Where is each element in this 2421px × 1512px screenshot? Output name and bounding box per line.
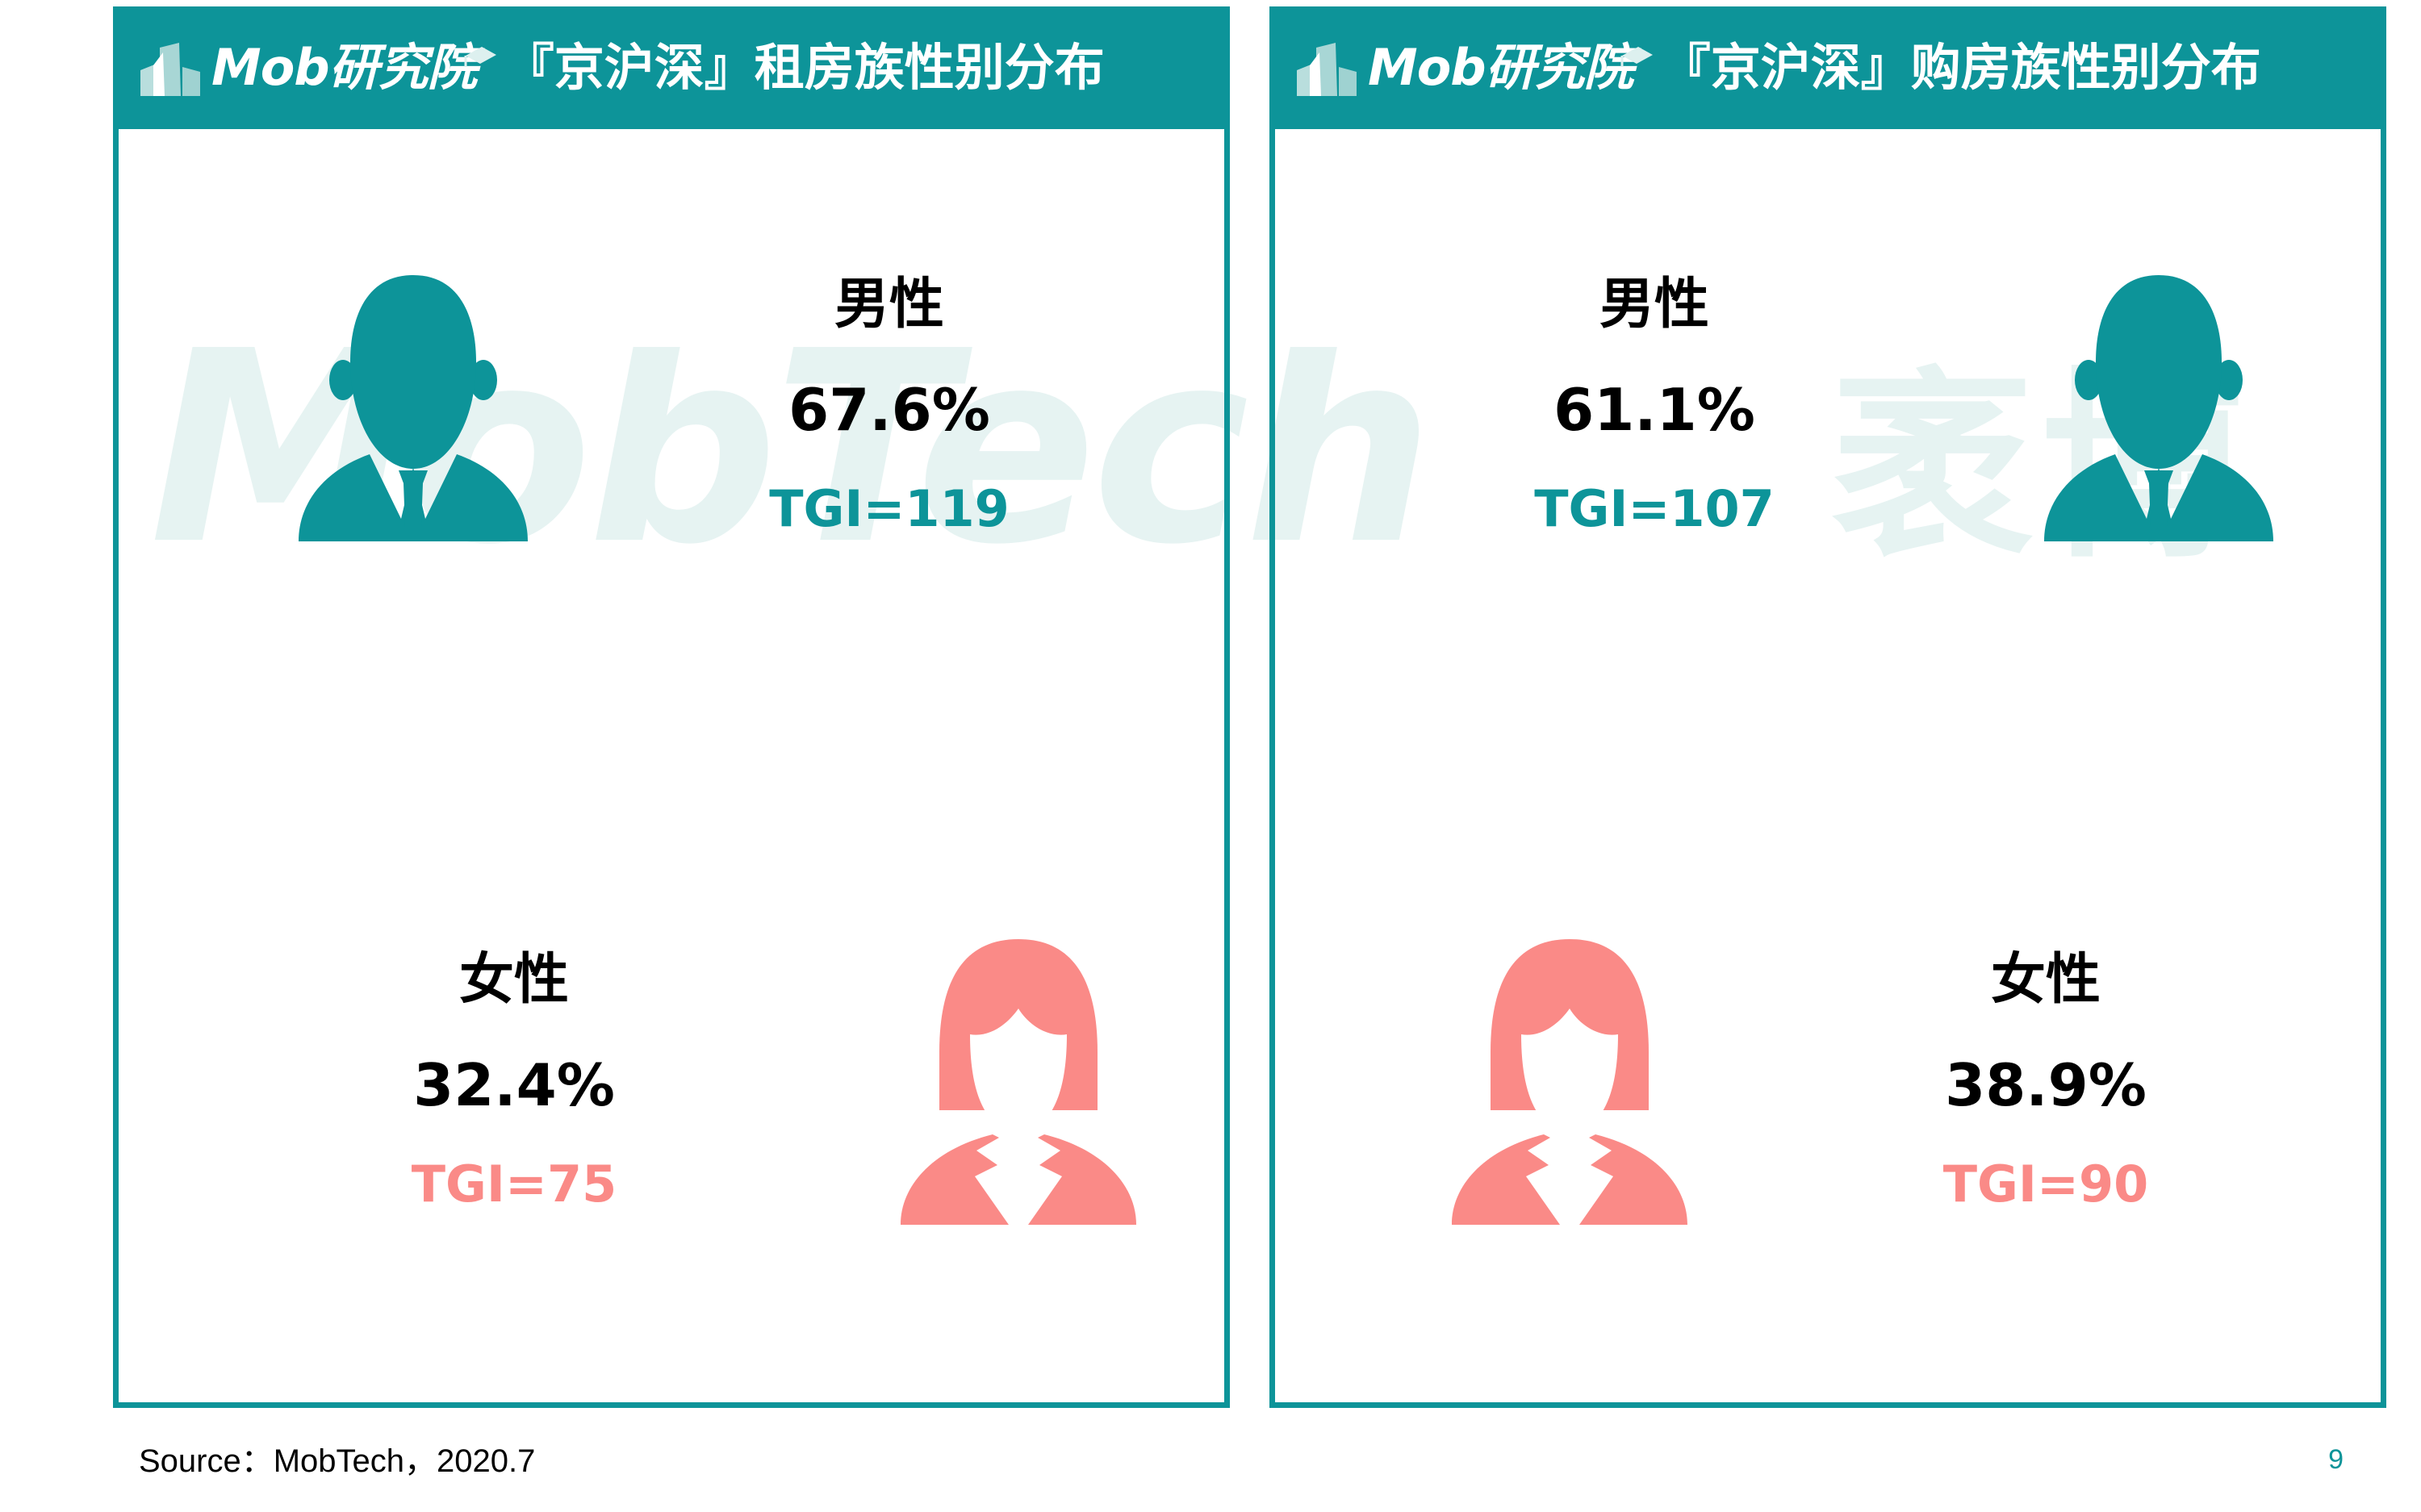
female-avatar-cell-rental: [845, 934, 1192, 1229]
male-stats-purchase: 男性 61.1% TGI=107: [1323, 278, 1985, 534]
panel-purchase: Mob研究院 『京沪深』购房族性别分布 男性 61.1% TGI=107: [1269, 6, 2386, 1408]
panel-title-rental: 『京沪深』租房族性别分布: [504, 38, 1105, 97]
female-avatar-cell-purchase: [1396, 934, 1743, 1229]
panel-header-rental: Mob研究院 『京沪深』租房族性别分布: [113, 6, 1230, 129]
male-percent-value: 67.6%: [788, 376, 990, 444]
female-gender-label: 女性: [458, 948, 569, 1012]
row-male-purchase: 男性 61.1% TGI=107: [1323, 212, 2332, 599]
male-avatar-cell-purchase: [1985, 267, 2332, 545]
male-avatar-icon: [2038, 267, 2280, 545]
row-female-rental: 女性 32.4% TGI=75: [183, 867, 1192, 1295]
brand-name: Mob研究院: [1368, 43, 1653, 93]
panel-title-purchase: 『京沪深』购房族性别分布: [1660, 38, 2261, 97]
female-stats-purchase: 女性 38.9% TGI=90: [1743, 953, 2348, 1209]
male-stats-rental: 男性 67.6% TGI=119: [587, 278, 1192, 534]
panel-header-purchase: Mob研究院 『京沪深』购房族性别分布: [1269, 6, 2386, 129]
male-percent-value: 61.1%: [1553, 376, 1755, 444]
source-note: Source：MobTech，2020.7: [139, 1443, 536, 1479]
brand-name: Mob研究院: [211, 43, 496, 93]
row-male-rental: 男性 67.6% TGI=119: [240, 212, 1192, 599]
male-gender-label: 男性: [834, 273, 944, 336]
female-avatar-icon: [889, 934, 1148, 1229]
brand-name-text: Mob研究院: [1368, 38, 1634, 97]
mob-building-logo-icon: [136, 36, 207, 99]
female-stats-rental: 女性 32.4% TGI=75: [183, 953, 845, 1209]
male-avatar-icon: [292, 267, 534, 545]
female-avatar-icon: [1440, 934, 1699, 1229]
mob-building-logo-icon: [1292, 36, 1363, 99]
male-tgi-value: TGI=107: [1534, 479, 1775, 538]
male-avatar-cell-rental: [240, 267, 587, 545]
female-percent-value: 32.4%: [413, 1051, 615, 1119]
female-tgi-value: TGI=75: [411, 1155, 617, 1213]
graduation-cap-icon: [1620, 30, 1654, 67]
male-gender-label: 男性: [1599, 273, 1709, 336]
female-gender-label: 女性: [1990, 948, 2101, 1012]
graduation-cap-icon: [464, 30, 498, 67]
page-number: 9: [2328, 1444, 2344, 1475]
brand-name-text: Mob研究院: [211, 38, 478, 97]
male-tgi-value: TGI=119: [769, 479, 1010, 538]
panel-rental: Mob研究院 『京沪深』租房族性别分布: [113, 6, 1230, 1408]
row-female-purchase: 女性 38.9% TGI=90: [1396, 867, 2348, 1295]
female-percent-value: 38.9%: [1945, 1051, 2147, 1119]
female-tgi-value: TGI=90: [1942, 1155, 2149, 1213]
